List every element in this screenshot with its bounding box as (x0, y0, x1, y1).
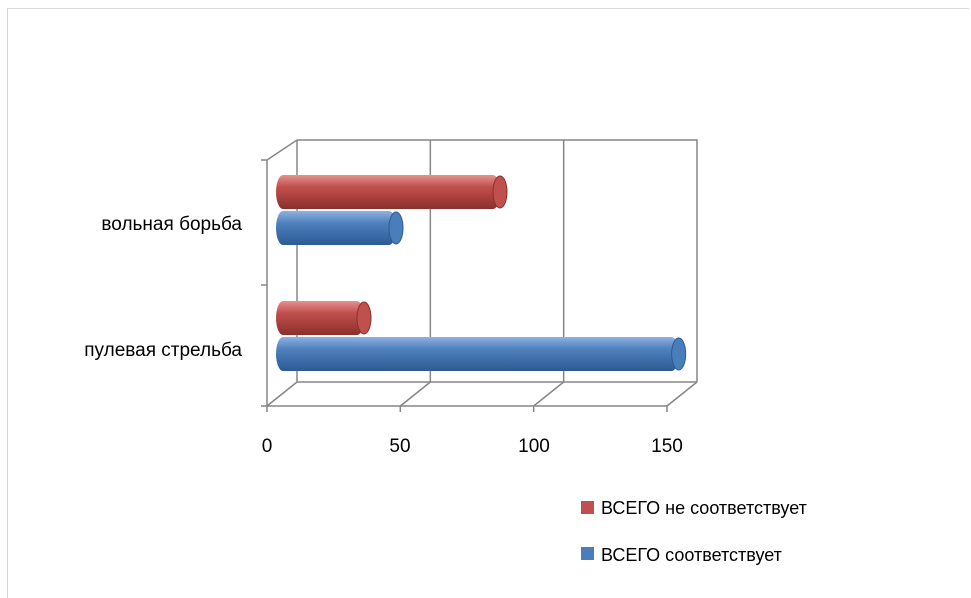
bar-cap (492, 175, 508, 209)
legend-swatch-blue (581, 547, 594, 560)
chart-area (7, 8, 969, 598)
gridline-floor (533, 381, 565, 407)
bars (276, 175, 687, 371)
x-tick-label: 100 (518, 436, 550, 457)
legend-label-sootvetstvuet: ВСЕГО соответствует (601, 545, 782, 565)
bar-ne-sootvetstvuet (276, 301, 372, 335)
legend-label-ne-sootvetstvuet: ВСЕГО не соответствует (601, 498, 807, 518)
bar-cap (388, 211, 404, 245)
bar-cap (356, 301, 372, 335)
x-tick-label: 50 (389, 436, 410, 457)
category-label-volnaya-borba: вольная борьба (101, 214, 242, 235)
legend: ВСЕГО не соответствует ВСЕГО соответству… (581, 498, 807, 565)
gridline-floor (399, 381, 431, 407)
bar-sootvetstvuet (276, 211, 404, 245)
bar-cap (671, 337, 687, 371)
bar-ne-sootvetstvuet (276, 175, 508, 209)
bar-body (276, 301, 364, 335)
x-tick-label: 0 (262, 436, 273, 457)
category-label-pulevaya-strelba: пулевая стрельба (84, 340, 242, 361)
bar-sootvetstvuet (276, 337, 687, 371)
bar-body (276, 211, 396, 245)
bar-body (276, 175, 500, 209)
x-tick-label: 150 (651, 436, 683, 457)
legend-swatch-red (581, 501, 594, 514)
bar-body (276, 337, 679, 371)
axis-ticks (261, 159, 668, 412)
